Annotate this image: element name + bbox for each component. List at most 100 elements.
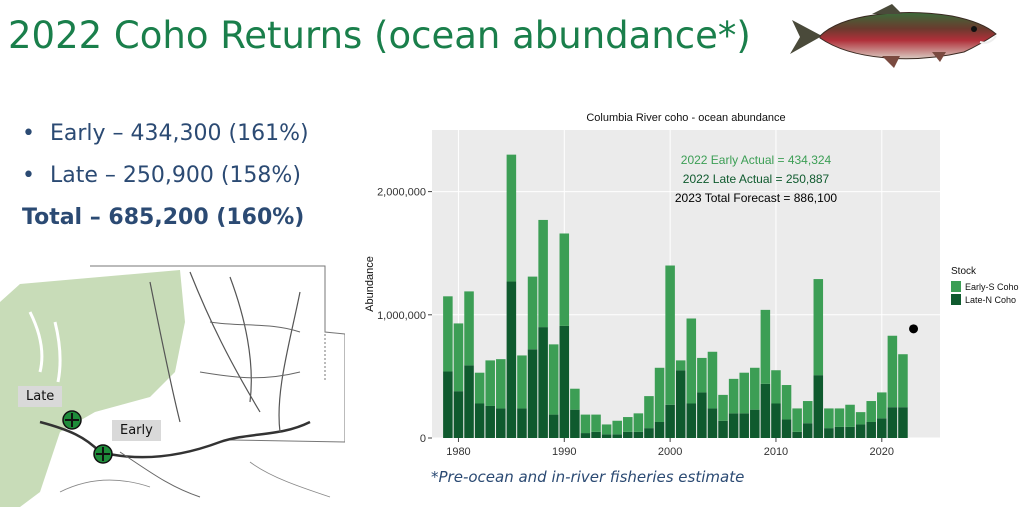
bar	[496, 408, 506, 438]
bar	[877, 392, 887, 419]
x-tick-label: 1980	[446, 446, 470, 458]
late-marker-icon	[62, 410, 82, 430]
bar	[834, 426, 845, 438]
y-tick-label: 2,000,000	[377, 187, 426, 199]
x-tick-label: 1990	[552, 446, 576, 458]
bar	[570, 388, 580, 410]
bar	[591, 414, 601, 432]
ocean-abundance-chart: Columbia River coho - ocean abundance 0 1…	[360, 106, 1024, 462]
chart-annotations: 2022 Early Actual = 434,324 2022 Late Act…	[675, 153, 838, 205]
bar	[845, 426, 855, 438]
bar	[464, 291, 474, 366]
bar	[845, 404, 855, 427]
bar	[898, 407, 908, 438]
bar	[506, 154, 517, 282]
bar	[824, 428, 834, 438]
bar	[866, 421, 876, 438]
bar	[675, 360, 686, 371]
bar	[855, 424, 866, 438]
bar	[760, 309, 771, 384]
bar	[718, 394, 728, 421]
bar	[443, 371, 453, 438]
bullet-late: • Late – 250,900 (158%)	[22, 160, 309, 202]
bullet-early: • Early – 434,300 (161%)	[22, 118, 309, 160]
bullet-glyph: •	[22, 121, 35, 146]
bar	[824, 408, 834, 429]
bar	[538, 219, 548, 328]
bar	[887, 407, 898, 438]
bar	[548, 344, 559, 415]
legend-label: Late-N Coho	[965, 295, 1016, 305]
bar	[781, 385, 792, 420]
bar	[601, 424, 612, 435]
bar	[887, 335, 898, 408]
late-returns-text: Late – 250,900 (158%)	[50, 163, 301, 188]
bar	[728, 378, 739, 414]
early-marker-icon	[93, 444, 113, 464]
bar	[760, 383, 771, 438]
chart-legend: Stock Early-S Coho Late-N Coho	[951, 266, 1019, 305]
bar	[644, 428, 654, 438]
bar	[580, 414, 591, 434]
bar	[750, 367, 760, 410]
annotation-text: 2023 Total Forecast = 886,100	[675, 191, 838, 205]
bar	[527, 349, 538, 438]
annotation-text: 2022 Late Actual = 250,887	[683, 172, 830, 186]
bar	[675, 370, 686, 438]
y-tick-label: 1,000,000	[377, 310, 426, 322]
bar	[686, 403, 697, 438]
annotation-text: 2022 Early Actual = 434,324	[681, 153, 832, 167]
bar	[750, 409, 760, 438]
legend-label: Early-S Coho	[965, 282, 1019, 292]
bar	[781, 419, 792, 438]
legend-title: Stock	[951, 266, 977, 277]
bar	[485, 405, 495, 438]
bar	[866, 401, 876, 422]
bar	[612, 434, 622, 438]
bar	[570, 409, 580, 438]
bar	[707, 408, 718, 438]
columbia-river-line	[39, 420, 311, 459]
bar	[792, 408, 802, 432]
bar	[834, 408, 845, 427]
bar	[898, 354, 908, 408]
bar	[877, 418, 887, 438]
footnote: *Pre-ocean and in-river fisheries estima…	[431, 468, 745, 486]
bar	[623, 417, 633, 432]
bar	[633, 413, 644, 432]
total-returns-text: Total – 685,200 (160%)	[22, 205, 305, 230]
bar	[718, 420, 728, 438]
bar	[453, 391, 464, 438]
bar	[654, 367, 665, 422]
bar	[517, 408, 527, 438]
bar	[654, 421, 665, 438]
x-tick-label: 2010	[764, 446, 788, 458]
x-tick-label: 2000	[658, 446, 682, 458]
bar	[527, 276, 538, 350]
summary-bullets: • Early – 434,300 (161%) • Late – 250,900 …	[22, 118, 309, 234]
bar	[739, 413, 749, 438]
bar	[612, 420, 622, 435]
bar	[697, 357, 707, 393]
bar	[517, 355, 527, 409]
legend-swatch	[951, 281, 961, 292]
coastal-land	[0, 270, 185, 507]
bar	[623, 431, 633, 438]
bar	[707, 351, 718, 409]
y-axis-label: Abundance	[364, 256, 376, 312]
bar	[474, 403, 485, 438]
bar	[728, 413, 739, 438]
bar	[665, 404, 675, 438]
bar	[802, 401, 813, 424]
forecast-point	[909, 324, 919, 334]
bar	[644, 396, 654, 429]
bar	[464, 365, 474, 438]
chart-title: Columbia River coho - ocean abundance	[586, 112, 786, 124]
bar	[485, 360, 495, 406]
bar	[601, 434, 612, 438]
chart-canvas: 0 1,000,000 2,000,000 1980 1990 2000 2010 2020 A…	[364, 130, 1019, 458]
y-tick-label: 0	[420, 433, 426, 445]
bar	[802, 423, 813, 438]
bar	[697, 392, 707, 438]
columbia-basin-map	[0, 262, 345, 507]
